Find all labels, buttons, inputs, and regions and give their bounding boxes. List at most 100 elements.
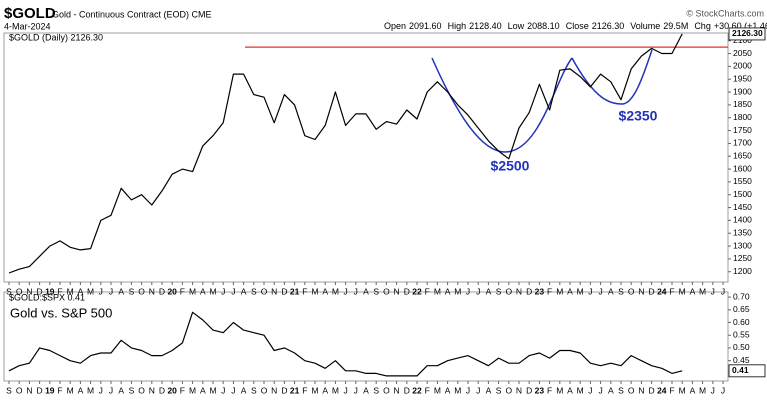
x-tick-label: 22 xyxy=(412,385,422,395)
x-tick-label: M xyxy=(434,286,441,296)
x-tick-label: A xyxy=(322,286,328,296)
x-tick-label: N xyxy=(516,286,522,296)
x-tick-label: N xyxy=(638,286,644,296)
x-tick-label: F xyxy=(425,286,430,296)
x-tick-label: N xyxy=(26,286,32,296)
y-tick-label: 1200 xyxy=(733,266,752,276)
x-tick-label: 19 xyxy=(45,286,55,296)
last-value-box xyxy=(728,27,766,41)
quote-value: 2088.10 xyxy=(527,21,560,31)
x-tick-label: 23 xyxy=(535,385,545,395)
y-tick-label: 1750 xyxy=(733,125,752,135)
y-tick-label: 0.45 xyxy=(733,355,750,365)
x-tick-label: N xyxy=(516,385,522,395)
x-tick-label: A xyxy=(241,286,247,296)
x-tick-label: S xyxy=(496,385,502,395)
x-tick-label: 24 xyxy=(657,286,667,296)
y-tick-label: 1450 xyxy=(733,202,752,212)
quote-label: Volume xyxy=(630,21,660,31)
x-tick-label: J xyxy=(476,385,480,395)
quote-value: 29.5M xyxy=(663,21,688,31)
x-tick-label: N xyxy=(149,286,155,296)
x-tick-label: J xyxy=(354,385,358,395)
x-tick-label: M xyxy=(87,286,94,296)
x-tick-label: N xyxy=(271,286,277,296)
x-tick-label: N xyxy=(394,286,400,296)
x-tick-label: M xyxy=(556,385,563,395)
last-value-label: 0.41 xyxy=(732,365,749,375)
quote-label: Open xyxy=(384,21,406,31)
x-tick-label: O xyxy=(16,385,23,395)
x-tick-label: J xyxy=(476,286,480,296)
x-tick-label: S xyxy=(6,385,12,395)
price-line xyxy=(8,33,683,274)
x-tick-label: F xyxy=(57,385,62,395)
x-tick-label: D xyxy=(159,385,165,395)
quote: Open 2091.60 High 2128.40 Low 2088.10 Close 212… xyxy=(384,21,767,31)
x-tick-label: O xyxy=(383,286,390,296)
quote-value: 2126.30 xyxy=(592,21,625,31)
x-tick-label: A xyxy=(445,385,451,395)
x-tick-label: A xyxy=(118,286,124,296)
y-tick-label: 1650 xyxy=(733,150,752,160)
x-tick-label: J xyxy=(221,286,225,296)
x-tick-label: S xyxy=(129,286,135,296)
x-tick-label: 23 xyxy=(535,286,545,296)
x-tick-label: A xyxy=(118,385,124,395)
x-tick-label: A xyxy=(608,385,614,395)
last-value-box xyxy=(728,364,766,378)
x-tick-label: F xyxy=(180,286,185,296)
x-tick-label: M xyxy=(556,286,563,296)
x-tick-label: F xyxy=(57,286,62,296)
x-tick-label: 19 xyxy=(45,385,55,395)
x-tick-label: M xyxy=(454,286,461,296)
instrument-name: Gold - Continuous Contract (EOD) CME xyxy=(52,9,212,19)
last-value-label: 2126.30 xyxy=(732,28,763,38)
y-tick-label: 1600 xyxy=(733,163,752,173)
x-tick-label: S xyxy=(251,385,257,395)
x-tick-label: M xyxy=(577,286,584,296)
x-tick-label: M xyxy=(679,385,686,395)
x-tick-label: 22 xyxy=(412,286,422,296)
x-tick-label: O xyxy=(261,286,268,296)
x-tick-label: J xyxy=(598,286,602,296)
symbol: $GOLD xyxy=(4,5,56,22)
x-tick-label: M xyxy=(332,286,339,296)
x-tick-label: F xyxy=(302,286,307,296)
x-tick-label: A xyxy=(322,385,328,395)
x-tick-label: 20 xyxy=(167,286,177,296)
x-tick-label: F xyxy=(180,385,185,395)
x-tick-label: A xyxy=(486,286,492,296)
x-tick-label: D xyxy=(281,286,287,296)
x-tick-label: A xyxy=(363,286,369,296)
x-tick-label: N xyxy=(271,385,277,395)
x-tick-label: O xyxy=(628,286,635,296)
x-tick-label: A xyxy=(200,385,206,395)
x-tick-label: J xyxy=(354,286,358,296)
x-tick-label: D xyxy=(37,286,43,296)
x-tick-label: S xyxy=(496,286,502,296)
y-tick-label: 1700 xyxy=(733,138,752,148)
y-tick-label: 2050 xyxy=(733,48,752,58)
x-tick-label: F xyxy=(302,385,307,395)
x-tick-label: 20 xyxy=(167,385,177,395)
x-tick-label: A xyxy=(567,385,573,395)
x-tick-label: A xyxy=(486,385,492,395)
x-tick-label: F xyxy=(547,385,552,395)
date: 4-Mar-2024 xyxy=(4,21,51,31)
x-tick-label: A xyxy=(241,385,247,395)
x-tick-label: J xyxy=(598,385,602,395)
x-tick-label: J xyxy=(343,286,347,296)
x-tick-label: N xyxy=(394,385,400,395)
x-tick-label: J xyxy=(221,385,225,395)
quote-label: High xyxy=(448,21,467,31)
x-tick-label: A xyxy=(78,385,84,395)
x-tick-label: J xyxy=(588,286,592,296)
x-tick-label: M xyxy=(311,286,318,296)
x-tick-label: M xyxy=(209,286,216,296)
x-tick-label: D xyxy=(159,286,165,296)
panel-frame xyxy=(3,32,729,283)
y-tick-label: 1300 xyxy=(733,240,752,250)
y-tick-label: 1950 xyxy=(733,73,752,83)
y-tick-label: 1350 xyxy=(733,227,752,237)
